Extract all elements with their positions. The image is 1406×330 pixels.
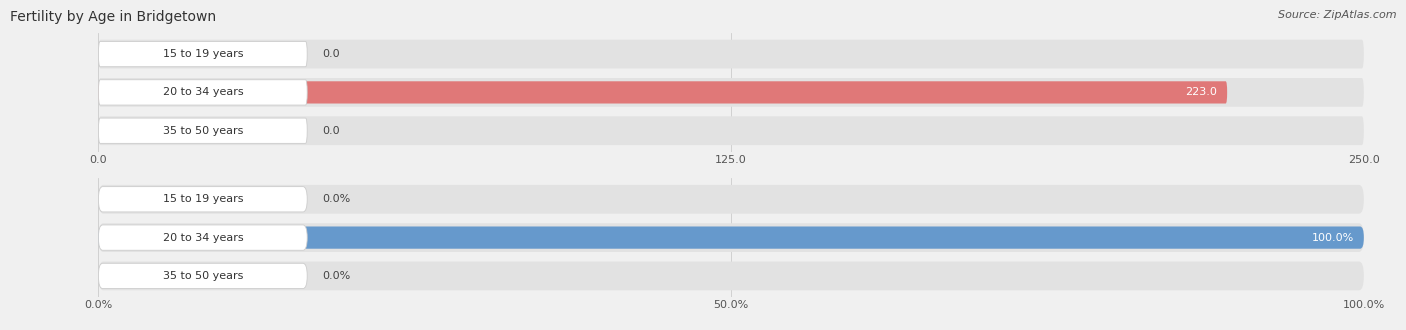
- FancyBboxPatch shape: [98, 263, 308, 288]
- FancyBboxPatch shape: [98, 262, 1364, 290]
- Text: 223.0: 223.0: [1185, 87, 1218, 97]
- FancyBboxPatch shape: [98, 78, 1364, 107]
- FancyBboxPatch shape: [98, 187, 308, 212]
- Text: 15 to 19 years: 15 to 19 years: [163, 49, 243, 59]
- FancyBboxPatch shape: [98, 223, 1364, 252]
- FancyBboxPatch shape: [98, 80, 308, 105]
- FancyBboxPatch shape: [98, 225, 308, 250]
- Text: 35 to 50 years: 35 to 50 years: [163, 126, 243, 136]
- FancyBboxPatch shape: [98, 116, 1364, 145]
- FancyBboxPatch shape: [98, 81, 1227, 104]
- Text: 0.0: 0.0: [322, 49, 340, 59]
- FancyBboxPatch shape: [98, 226, 1364, 249]
- Text: Fertility by Age in Bridgetown: Fertility by Age in Bridgetown: [10, 10, 217, 24]
- Text: 0.0: 0.0: [322, 126, 340, 136]
- FancyBboxPatch shape: [98, 185, 1364, 214]
- FancyBboxPatch shape: [98, 40, 1364, 68]
- Text: 35 to 50 years: 35 to 50 years: [163, 271, 243, 281]
- Text: Source: ZipAtlas.com: Source: ZipAtlas.com: [1278, 10, 1396, 20]
- Text: 15 to 19 years: 15 to 19 years: [163, 194, 243, 204]
- Text: 0.0%: 0.0%: [322, 271, 350, 281]
- Text: 20 to 34 years: 20 to 34 years: [163, 233, 243, 243]
- Text: 100.0%: 100.0%: [1312, 233, 1354, 243]
- FancyBboxPatch shape: [98, 42, 308, 67]
- FancyBboxPatch shape: [98, 118, 308, 143]
- Text: 0.0%: 0.0%: [322, 194, 350, 204]
- Text: 20 to 34 years: 20 to 34 years: [163, 87, 243, 97]
